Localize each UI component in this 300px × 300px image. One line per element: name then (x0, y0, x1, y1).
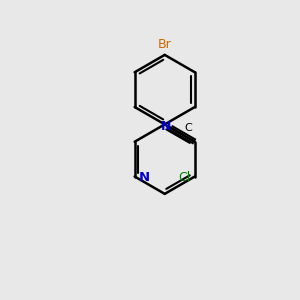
Text: Cl: Cl (178, 172, 190, 184)
Text: C: C (185, 123, 193, 133)
Text: Br: Br (158, 38, 172, 51)
Text: N: N (139, 172, 150, 184)
Text: N: N (161, 120, 171, 133)
